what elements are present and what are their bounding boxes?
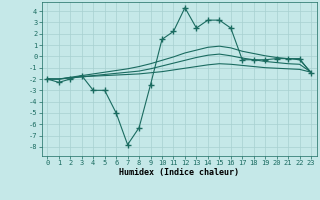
X-axis label: Humidex (Indice chaleur): Humidex (Indice chaleur)	[119, 168, 239, 177]
